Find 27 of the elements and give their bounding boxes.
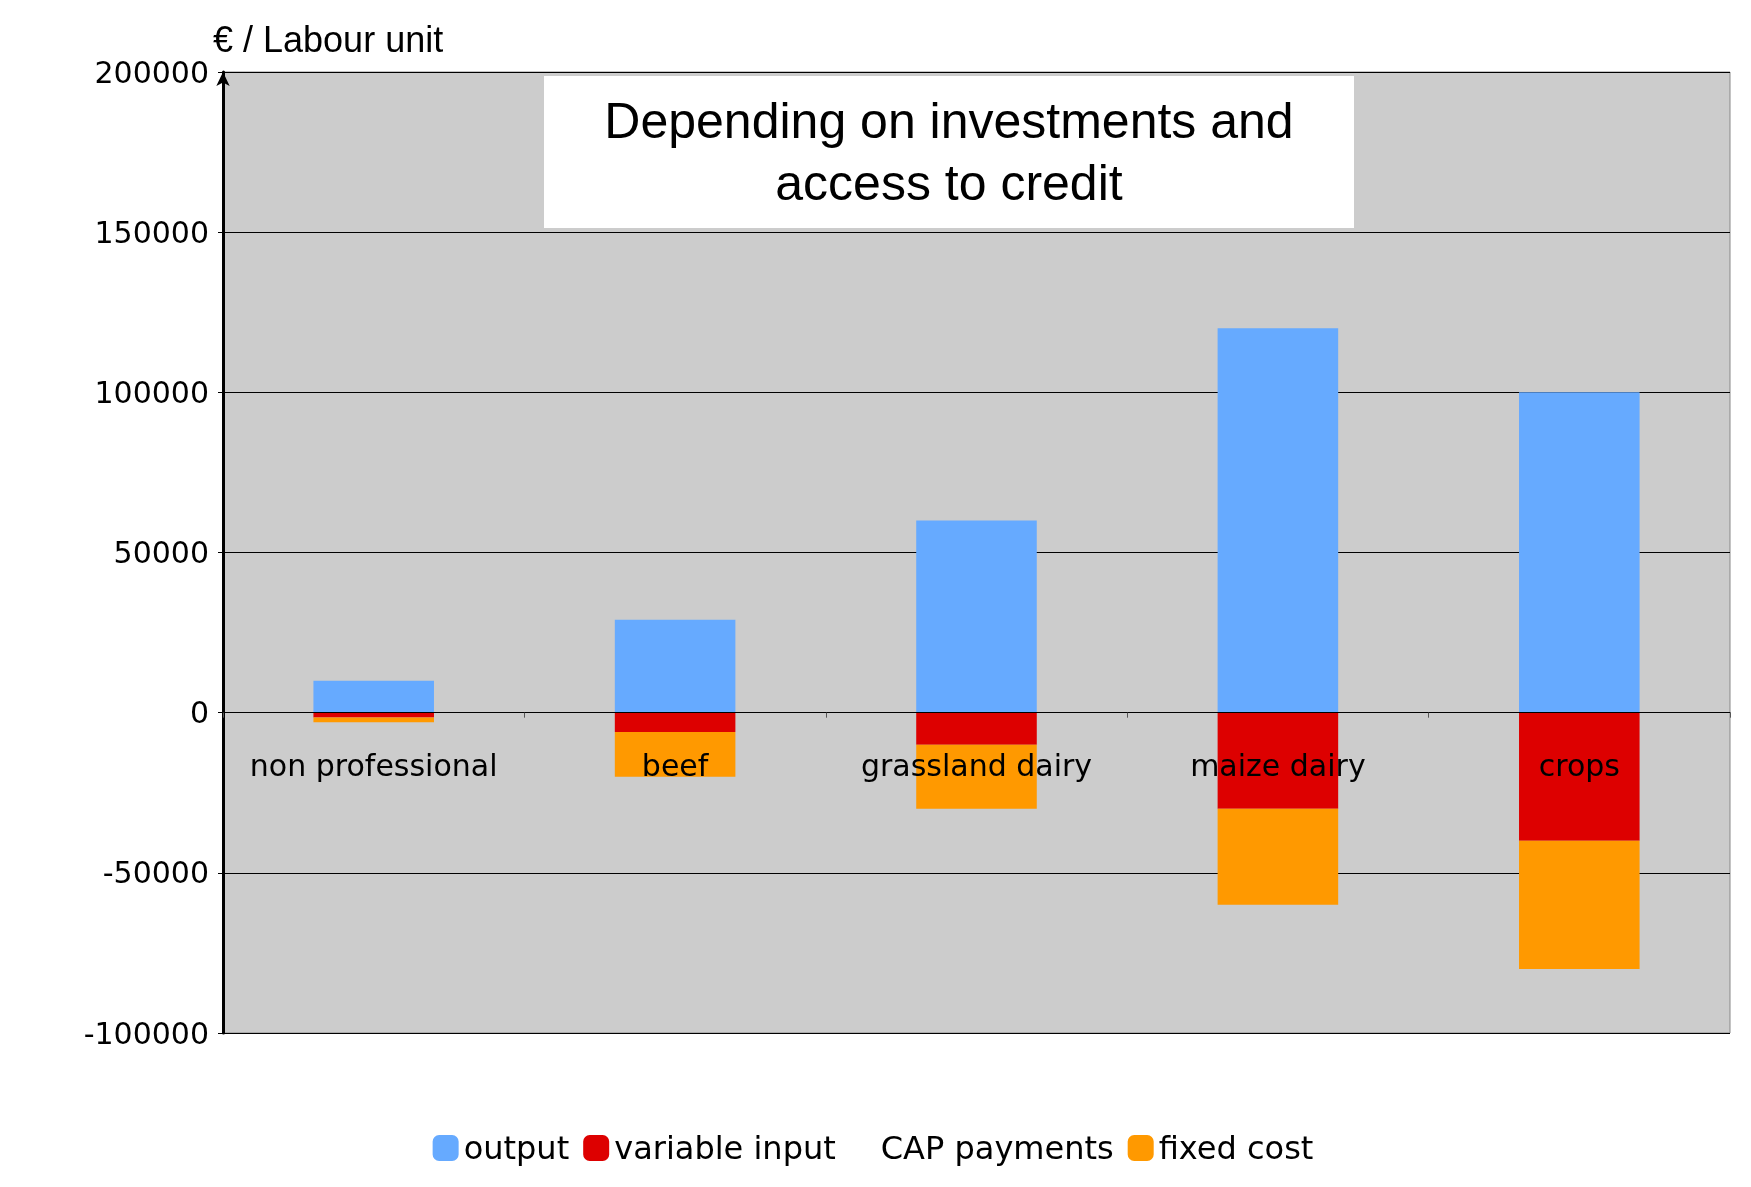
text: CAP payments bbox=[880, 1129, 1114, 1167]
legend-label: variable input bbox=[614, 1129, 836, 1167]
y-tick-label: 100000 bbox=[94, 374, 209, 410]
text: Depending on investments and access to credit bbox=[603, 92, 1295, 213]
bar bbox=[1217, 808, 1339, 905]
bar bbox=[916, 712, 1037, 745]
x-tick-label: non professional bbox=[249, 748, 498, 784]
y-tick-label: -50000 bbox=[102, 855, 209, 891]
y-tick-label: 150000 bbox=[94, 214, 209, 250]
legend-label: output bbox=[463, 1129, 570, 1167]
bar bbox=[1519, 840, 1640, 969]
y-tick-label: -100000 bbox=[83, 1015, 209, 1051]
bar bbox=[313, 717, 434, 723]
bar bbox=[313, 680, 434, 713]
bar bbox=[1217, 328, 1339, 713]
legend-label: fixed cost bbox=[1158, 1129, 1314, 1167]
x-tick-label: beef bbox=[641, 748, 710, 784]
y-axis-title: € / Labour unit bbox=[213, 18, 444, 60]
bar bbox=[1519, 712, 1640, 841]
bar bbox=[1519, 392, 1640, 713]
y-tick-label: 50000 bbox=[113, 535, 209, 570]
y-tick-label: 200000 bbox=[94, 54, 209, 90]
x-tick-label: crops bbox=[1538, 748, 1620, 784]
y-tick-label: 0 bbox=[189, 695, 209, 731]
bar bbox=[916, 520, 1037, 713]
bar bbox=[614, 619, 736, 713]
bar bbox=[614, 712, 736, 732]
